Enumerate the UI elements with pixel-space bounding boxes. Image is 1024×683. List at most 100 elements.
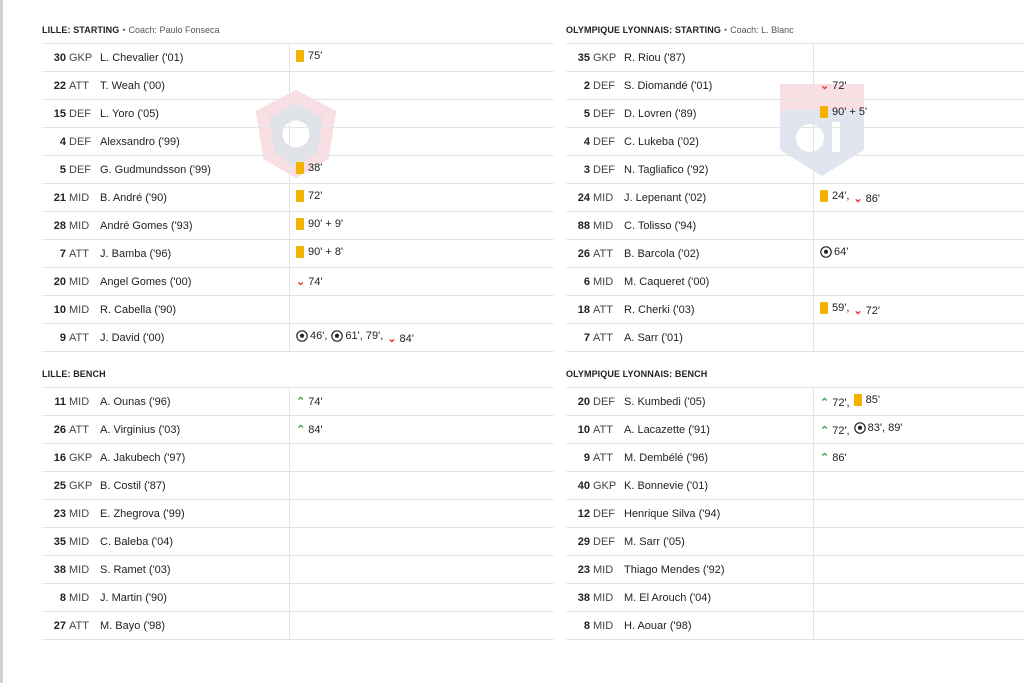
player-row: 38 MID M. El Arouch ('04): [566, 583, 1024, 612]
player-name: J. Lepenant ('02): [624, 183, 814, 212]
player-name: M. El Arouch ('04): [624, 583, 814, 612]
lyon-panel: OLYMPIQUE LYONNAIS: STARTING • Coach: L.…: [566, 17, 1024, 640]
player-name: T. Weah ('00): [100, 71, 290, 100]
yellow-card-icon: [820, 190, 828, 202]
match-events: [289, 99, 554, 128]
player-row: 23 MID E. Zhegrova ('99): [42, 499, 554, 528]
goal-ball-icon: [296, 330, 308, 342]
player-name: N. Tagliafico ('92): [624, 155, 814, 184]
position: GKP: [593, 471, 624, 500]
match-events: [813, 211, 1024, 240]
player-row: 26 ATT A. Virginius ('03) ⌃ 84': [42, 415, 554, 444]
lille-starting-header: LILLE: STARTING • Coach: Paulo Fonseca: [42, 17, 512, 43]
shirt-number: 40: [566, 471, 593, 500]
sub-off-icon: ⌄: [853, 193, 863, 205]
sub-on-icon: ⌃: [820, 452, 830, 464]
match-events: [813, 527, 1024, 556]
match-event: ⌄ 74': [296, 275, 323, 289]
shirt-number: 8: [42, 583, 69, 612]
position: MID: [69, 527, 100, 556]
match-event: ⌄ 84': [387, 332, 414, 346]
shirt-number: 24: [566, 183, 593, 212]
player-name: A. Lacazette ('91): [624, 415, 814, 444]
shirt-number: 5: [566, 99, 593, 128]
match-events: ⌄ 74': [289, 267, 554, 296]
player-name: M. Caqueret ('00): [624, 267, 814, 296]
player-row: 6 MID M. Caqueret ('00): [566, 267, 1024, 296]
shirt-number: 38: [42, 555, 69, 584]
event-minute: 86': [865, 192, 880, 205]
lille-coach: Coach: Paulo Fonseca: [128, 25, 220, 35]
position: ATT: [69, 415, 100, 444]
position: MID: [69, 499, 100, 528]
player-row: 18 ATT R. Cherki ('03) 59', ⌄ 72': [566, 295, 1024, 324]
shirt-number: 25: [42, 471, 69, 500]
match-event: ⌃ 74': [296, 395, 323, 409]
position: ATT: [69, 239, 100, 268]
match-event: 75': [296, 50, 322, 62]
position: MID: [69, 295, 100, 324]
sub-on-icon: ⌃: [820, 397, 830, 409]
player-row: 8 MID H. Aouar ('98): [566, 611, 1024, 640]
lille-bench-header: LILLE: BENCH: [42, 361, 512, 387]
match-event: 72': [296, 190, 322, 202]
yellow-card-icon: [820, 106, 828, 118]
position: ATT: [69, 323, 100, 352]
player-row: 30 GKP L. Chevalier ('01) 75': [42, 43, 554, 72]
sub-off-icon: ⌄: [387, 333, 397, 345]
match-event: ⌃ 72',: [820, 424, 850, 438]
player-name: C. Lukeba ('02): [624, 127, 814, 156]
match-events: 72': [289, 183, 554, 212]
event-minute: 24',: [832, 190, 850, 202]
player-name: Thiago Mendes ('92): [624, 555, 814, 584]
sub-on-icon: ⌃: [820, 425, 830, 437]
lyon-starting-header: OLYMPIQUE LYONNAIS: STARTING • Coach: L.…: [566, 17, 1024, 43]
position: MID: [69, 211, 100, 240]
position: DEF: [593, 387, 624, 416]
match-events: ⌃ 74': [289, 387, 554, 416]
position: GKP: [69, 43, 100, 72]
player-row: 5 DEF G. Gudmundsson ('99) 38': [42, 155, 554, 184]
shirt-number: 23: [566, 555, 593, 584]
player-name: J. Bamba ('96): [100, 239, 290, 268]
position: DEF: [69, 127, 100, 156]
sub-on-icon: ⌃: [296, 424, 306, 436]
position: MID: [69, 387, 100, 416]
match-event: ⌄ 86': [853, 192, 880, 206]
player-row: 16 GKP A. Jakubech ('97): [42, 443, 554, 472]
match-events: [289, 527, 554, 556]
lyon-starting-title: OLYMPIQUE LYONNAIS: STARTING: [566, 25, 721, 35]
match-events: 64': [813, 239, 1024, 268]
player-name: B. André ('90): [100, 183, 290, 212]
event-minute: 72',: [832, 424, 850, 437]
sub-off-icon: ⌄: [820, 80, 830, 92]
match-events: [289, 499, 554, 528]
event-minute: 72': [308, 190, 323, 202]
match-events: 75': [289, 43, 554, 72]
yellow-card-icon: [296, 218, 304, 230]
player-row: 15 DEF L. Yoro ('05): [42, 99, 554, 128]
match-events: [289, 555, 554, 584]
player-row: 7 ATT A. Sarr ('01): [566, 323, 1024, 352]
player-row: 8 MID J. Martin ('90): [42, 583, 554, 612]
player-name: G. Gudmundsson ('99): [100, 155, 290, 184]
shirt-number: 6: [566, 267, 593, 296]
player-row: 10 MID R. Cabella ('90): [42, 295, 554, 324]
lyon-bench-title: OLYMPIQUE LYONNAIS: BENCH: [566, 369, 708, 379]
shirt-number: 2: [566, 71, 593, 100]
shirt-number: 15: [42, 99, 69, 128]
match-events: 24', ⌄ 86': [813, 183, 1024, 212]
yellow-card-icon: [296, 190, 304, 202]
shirt-number: 3: [566, 155, 593, 184]
player-name: S. Kumbedi ('05): [624, 387, 814, 416]
position: MID: [69, 555, 100, 584]
lyon-bench-table: 20 DEF S. Kumbedi ('05) ⌃ 72', 85' 10 ATT A. Lac…: [566, 387, 1024, 640]
position: MID: [593, 211, 624, 240]
match-events: [813, 583, 1024, 612]
match-events: 38': [289, 155, 554, 184]
player-row: 35 MID C. Baleba ('04): [42, 527, 554, 556]
match-events: ⌄ 72': [813, 71, 1024, 100]
page-left-rule: [0, 0, 3, 683]
match-events: 90' + 8': [289, 239, 554, 268]
match-events: [813, 155, 1024, 184]
